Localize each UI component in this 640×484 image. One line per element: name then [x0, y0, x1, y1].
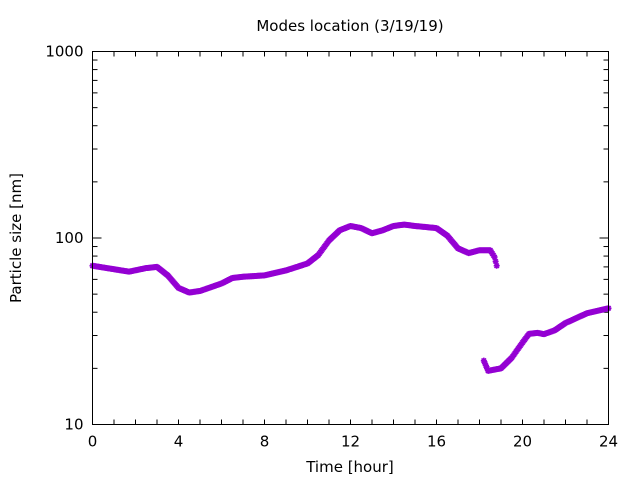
data-point	[480, 357, 487, 364]
x-tick-label: 16	[427, 433, 446, 451]
data-point	[482, 362, 489, 369]
x-tick-label: 24	[599, 433, 618, 451]
data-point	[484, 365, 491, 372]
data-point	[492, 258, 499, 265]
data-point	[491, 254, 498, 261]
y-axis-label: Particle size [nm]	[7, 173, 25, 303]
x-tick-label: 12	[341, 433, 360, 451]
x-tick-label: 8	[260, 433, 270, 451]
y-tick-label: 100	[55, 229, 84, 247]
chart-title: Modes location (3/19/19)	[256, 17, 443, 35]
x-tick-label: 20	[513, 433, 532, 451]
y-tick-label: 10	[64, 416, 83, 434]
y-tick-label: 1000	[45, 43, 83, 61]
x-tick-label: 0	[88, 433, 98, 451]
plot-frame	[92, 51, 609, 425]
data-point	[481, 360, 488, 367]
x-tick-label: 4	[174, 433, 184, 451]
data-point	[493, 262, 500, 269]
x-axis-label: Time [hour]	[305, 458, 394, 476]
